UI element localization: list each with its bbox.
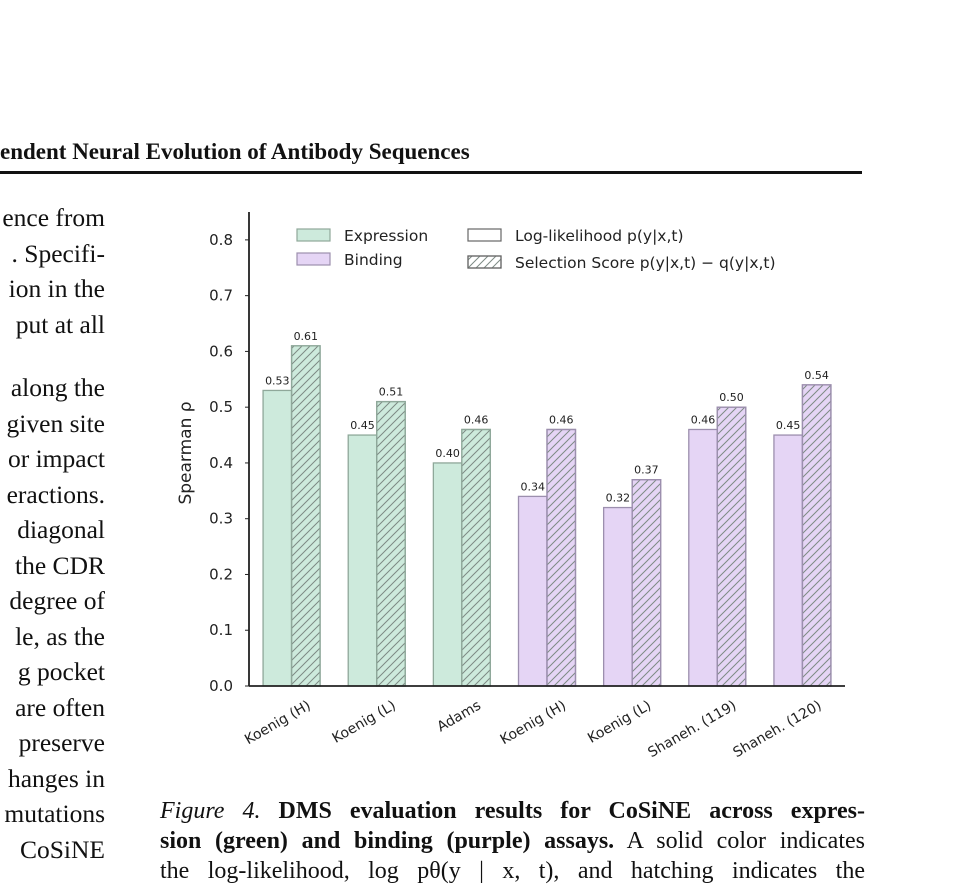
y-tick-label: 0.3 xyxy=(209,510,233,528)
bar-hatch xyxy=(376,400,406,687)
bar-value-label: 0.46 xyxy=(464,413,489,426)
x-tick-label: Koenig (L) xyxy=(585,698,654,747)
bar-hatch xyxy=(631,479,662,687)
bar-value-label: 0.53 xyxy=(265,374,290,387)
text-line: ence from xyxy=(2,203,105,232)
text-line: along the xyxy=(10,373,105,402)
bar xyxy=(517,495,548,687)
caption-line: Figure 4. DMS evaluation results for CoS… xyxy=(160,796,865,826)
caption-line: sion (green) and binding (purple) assays… xyxy=(160,826,865,856)
bar-hatch xyxy=(546,428,577,687)
text-line: diagonal xyxy=(17,515,105,544)
bar xyxy=(262,389,293,687)
running-header: endent Neural Evolution of Antibody Sequ… xyxy=(0,139,470,164)
y-tick-label: 0.0 xyxy=(209,677,233,695)
text-line: eractions. xyxy=(6,479,105,509)
legend-swatch xyxy=(296,252,331,266)
y-tick-label: 0.1 xyxy=(209,621,233,639)
text-line: are often xyxy=(15,692,105,722)
plot-area: 0.0 0.1 0.2 0.3 0.4 0.5 0.6 0.7 0.8 Spearman ρ 0.5… xyxy=(176,212,845,761)
figure-label: Figure 4. xyxy=(160,798,261,824)
bar-value-label: 0.46 xyxy=(691,413,716,426)
caption-bold: DMS evaluation results for CoSiNE across… xyxy=(278,798,866,824)
bar-hatch xyxy=(461,428,492,687)
caption-bold: sion (green) and binding (purple) assays… xyxy=(160,828,615,854)
bar-value-label: 0.45 xyxy=(350,419,375,432)
bar xyxy=(773,434,804,687)
bar-chart: 0.0 0.1 0.2 0.3 0.4 0.5 0.6 0.7 0.8 Spearman ρ 0.5… xyxy=(176,212,845,761)
caption-line: the log-likelihood, log pθ(y | x, t), an… xyxy=(160,858,865,884)
text-line: le, as the xyxy=(15,621,105,651)
y-tick-label: 0.8 xyxy=(209,231,233,249)
y-axis-label: Spearman ρ xyxy=(176,401,196,504)
bar-value-label: 0.54 xyxy=(804,369,829,382)
legend-label: Expression xyxy=(344,227,428,245)
bar-hatch xyxy=(716,406,747,687)
bar xyxy=(688,428,718,687)
left-column-text: ence from . Specifi- ion in the put at a… xyxy=(0,200,105,867)
text-line: put at all xyxy=(15,309,105,339)
bar xyxy=(347,434,378,687)
bar xyxy=(432,462,463,687)
y-tick-label: 0.4 xyxy=(209,454,233,472)
text-line: ion in the xyxy=(8,274,105,303)
legend-label: Log-likelihood p(y|x,t) xyxy=(515,227,684,245)
bar-value-label: 0.34 xyxy=(521,480,546,493)
legend-swatch-hatch xyxy=(467,255,502,269)
caption-text: A solid color indicates xyxy=(626,828,865,854)
x-tick-label: Adams xyxy=(435,698,484,736)
y-tick-label: 0.5 xyxy=(209,398,233,416)
header-rule xyxy=(0,171,862,174)
bar-value-label: 0.40 xyxy=(435,447,460,460)
bar-value-label: 0.50 xyxy=(719,391,744,404)
y-tick-label: 0.7 xyxy=(209,287,233,305)
bar-value-label: 0.37 xyxy=(634,464,659,477)
y-tick-label: 0.6 xyxy=(209,342,233,360)
bar-hatch xyxy=(290,345,321,687)
bar-value-label: 0.45 xyxy=(776,419,801,432)
text-line: or impact xyxy=(7,444,105,473)
bar-hatch xyxy=(801,384,832,687)
text-line: the CDR xyxy=(15,550,105,580)
text-line: hanges in xyxy=(7,763,105,793)
x-tick-label: Koenig (H) xyxy=(498,698,569,748)
text-line: mutations xyxy=(4,799,105,828)
bar xyxy=(602,506,633,687)
text-line: g pocket xyxy=(17,657,105,686)
x-tick-label: Koenig (H) xyxy=(242,698,313,748)
figure-caption: Figure 4. DMS evaluation results for CoS… xyxy=(160,796,865,886)
y-tick-label: 0.2 xyxy=(209,565,233,583)
text-line: preserve xyxy=(18,728,105,757)
bar-value-label: 0.32 xyxy=(606,492,631,505)
legend-label: Selection Score p(y|x,t) − q(y|x,t) xyxy=(515,254,776,272)
text-line: . Specifi- xyxy=(11,238,105,268)
text-line: given site xyxy=(6,408,105,438)
text-line: degree of xyxy=(9,586,105,615)
legend-swatch xyxy=(296,228,331,242)
x-tick-label: Shaneh. (119) xyxy=(645,698,739,761)
text-line: CoSiNE xyxy=(19,834,105,864)
x-tick-label: Shaneh. (120) xyxy=(730,698,824,761)
legend-label: Binding xyxy=(344,251,403,269)
bar-value-label: 0.61 xyxy=(294,330,319,343)
legend-swatch xyxy=(467,228,502,242)
bar-value-label: 0.51 xyxy=(379,386,404,399)
bar-value-label: 0.46 xyxy=(549,413,574,426)
x-tick-label: Koenig (L) xyxy=(330,698,399,747)
